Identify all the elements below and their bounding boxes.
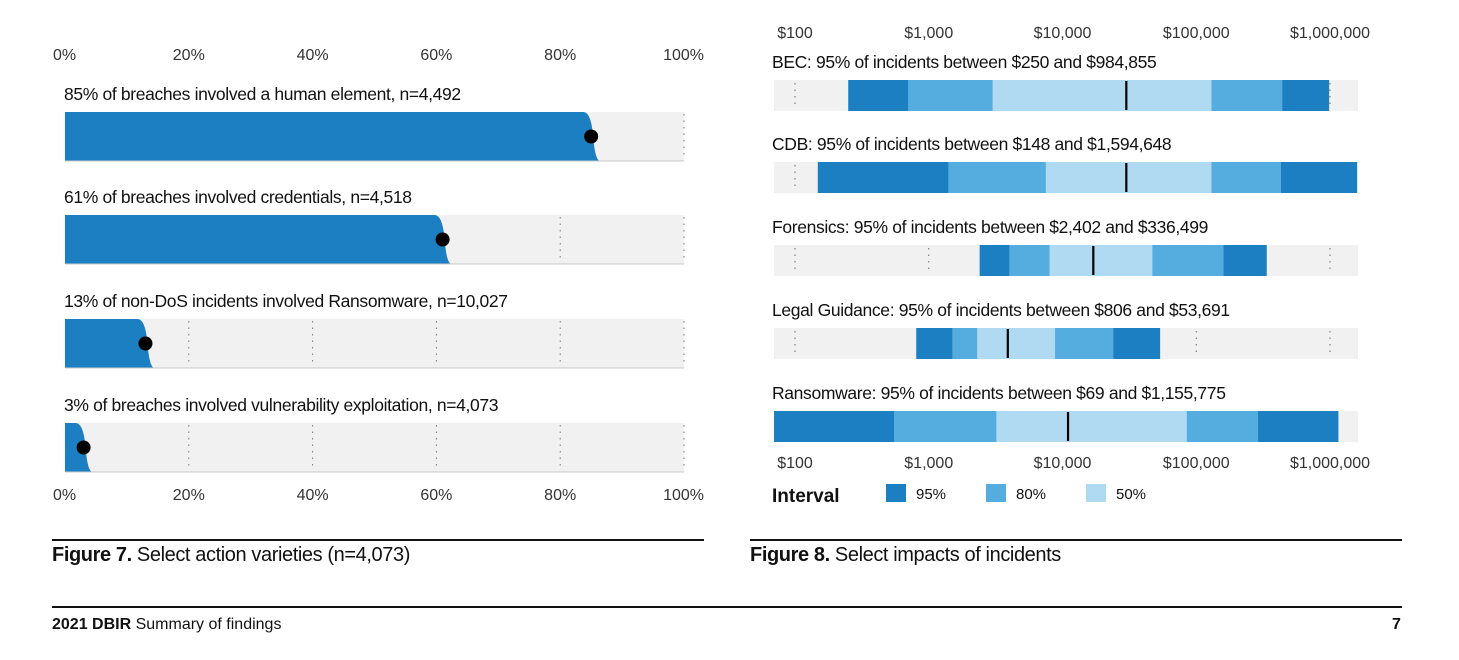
footer-rule [52,606,1402,608]
fig8-row-label: BEC: 95% of incidents between $250 and $… [772,52,1156,72]
figure8-caption-bold: Figure 8. [750,544,830,566]
fig8-interval-50 [1045,162,1212,193]
fig8-bottom-tick-label: $1,000 [904,455,953,472]
fig7-row-label: 85% of breaches involved a human element… [64,84,461,104]
fig8-interval-50 [992,80,1212,111]
fig8-interval-50 [1049,245,1153,276]
figure8-caption: Figure 8. Select impacts of incidents [750,544,1061,567]
footer-bold: 2021 DBIR [52,616,132,633]
fig7-point [138,336,153,351]
fig8-top-tick-label: $100,000 [1163,25,1230,42]
figure7-caption-text: Select action varieties (n=4,073) [131,544,410,566]
fig8-bottom-tick-label: $100 [777,455,813,472]
fig7-point [76,440,91,455]
fig7-track [65,423,684,472]
fig7-bar [65,112,601,161]
fig8-legend-swatch [1086,484,1106,502]
fig7-point [435,232,450,247]
fig8-top-tick-label: $100 [777,25,813,42]
fig7-top-tick-label: 100% [663,47,704,64]
fig7-bottom-tick-label: 20% [173,487,205,504]
fig8-row-label: CDB: 95% of incidents between $148 and $… [772,134,1171,154]
fig8-top-tick-label: $1,000 [904,25,953,42]
fig8-bottom-tick-label: $1,000,000 [1290,455,1370,472]
fig7-bottom-tick-label: 0% [53,487,76,504]
fig7-bar [65,319,155,368]
footer-text: Summary of findings [131,616,282,633]
fig7-bottom-tick-label: 60% [420,487,452,504]
fig8-bottom-tick-label: $100,000 [1163,455,1230,472]
fig8-legend-label: 95% [916,486,946,503]
fig7-bottom-tick-label: 100% [663,487,704,504]
figure8-chart: $100 $100 $1,000 $1,000 $10,000 $10,000 $100,0… [772,25,1370,507]
figure8-caption-text: Select impacts of incidents [829,544,1061,566]
figure7-rule [52,539,704,541]
fig8-legend-title: Interval [772,486,840,507]
fig7-point [584,129,599,144]
fig7-row-label: 3% of breaches involved vulnerability ex… [64,395,498,415]
fig7-row-label: 13% of non-DoS incidents involved Ransom… [64,291,508,311]
figure7-chart: 0% 0% 20% 20% 40% 40% 60% 60% 80% 80% 100% 100% 85% … [53,47,704,504]
fig7-top-tick-label: 20% [173,47,205,64]
fig8-interval-50 [996,411,1187,442]
fig8-bottom-tick-label: $10,000 [1034,455,1092,472]
fig7-bottom-tick-label: 80% [544,487,576,504]
figure7-caption-bold: Figure 7. [52,544,132,566]
fig8-top-tick-label: $1,000,000 [1290,25,1370,42]
fig7-top-tick-label: 0% [53,47,76,64]
fig8-top-tick-label: $10,000 [1034,25,1092,42]
fig7-bar [65,215,452,264]
fig8-legend-label: 50% [1116,486,1146,503]
fig7-track [65,319,684,368]
fig8-interval-50 [977,328,1056,359]
figure8-rule [750,539,1402,541]
fig7-top-tick-label: 40% [297,47,329,64]
fig7-top-tick-label: 60% [420,47,452,64]
fig7-top-tick-label: 80% [544,47,576,64]
page-number: 7 [1392,616,1401,633]
fig8-row-label: Ransomware: 95% of incidents between $69… [772,383,1226,403]
fig7-row-label: 61% of breaches involved credentials, n=… [64,187,412,207]
fig8-legend-swatch [986,484,1006,502]
fig8-row-label: Legal Guidance: 95% of incidents between… [772,300,1230,320]
figure7-caption: Figure 7. Select action varieties (n=4,0… [52,544,410,567]
footer: 2021 DBIR Summary of findings [52,616,281,634]
fig8-row-label: Forensics: 95% of incidents between $2,4… [772,217,1208,237]
fig8-legend-label: 80% [1016,486,1046,503]
fig7-bottom-tick-label: 40% [297,487,329,504]
fig8-legend-swatch [886,484,906,502]
